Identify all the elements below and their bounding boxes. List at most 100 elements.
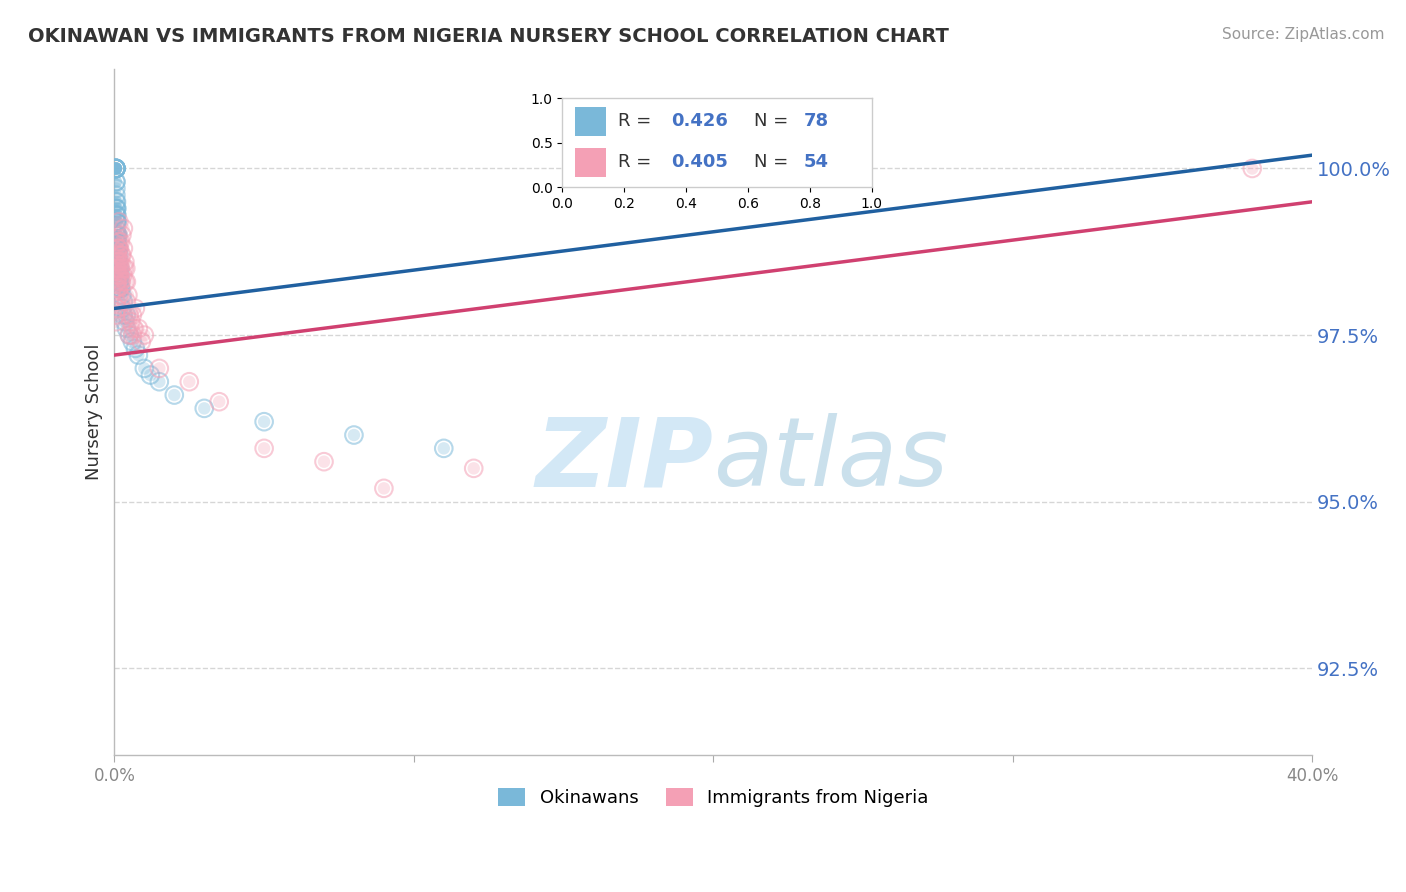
Point [118, 308, 141, 322]
Point [104, 161, 127, 176]
Point [104, 188, 127, 202]
Point [112, 242, 135, 256]
Point [107, 268, 129, 282]
Point [117, 288, 139, 302]
Point [104, 202, 127, 216]
Point [110, 248, 132, 262]
Point [107, 281, 129, 295]
Point [108, 288, 131, 302]
Point [107, 281, 129, 295]
Point [115, 294, 138, 309]
Point [124, 301, 146, 316]
Point [105, 228, 128, 243]
Point [110, 275, 132, 289]
Point [110, 268, 132, 282]
Point [105, 202, 128, 216]
Point [1241, 161, 1264, 176]
Point [107, 268, 129, 282]
Point [1241, 161, 1264, 176]
Point [104, 228, 127, 243]
Point [118, 328, 141, 343]
Point [117, 288, 139, 302]
Point [121, 328, 143, 343]
Point [107, 281, 129, 295]
Text: OKINAWAN VS IMMIGRANTS FROM NIGERIA NURSERY SCHOOL CORRELATION CHART: OKINAWAN VS IMMIGRANTS FROM NIGERIA NURS… [28, 27, 949, 45]
Point [104, 188, 127, 202]
Point [112, 308, 135, 322]
Point [105, 202, 128, 216]
Bar [575, 107, 606, 136]
Point [134, 328, 156, 343]
Point [105, 248, 128, 262]
Point [105, 215, 128, 229]
Point [104, 161, 127, 176]
Point [104, 161, 127, 176]
Point [253, 415, 276, 429]
Point [105, 254, 128, 268]
Point [105, 208, 128, 222]
Point [122, 321, 145, 335]
Point [105, 215, 128, 229]
Point [104, 294, 127, 309]
Point [105, 215, 128, 229]
Point [107, 254, 129, 268]
Point [114, 261, 136, 276]
Point [105, 202, 128, 216]
Point [108, 275, 131, 289]
Point [105, 261, 128, 276]
Point [131, 334, 153, 349]
Point [105, 235, 128, 249]
Point [110, 235, 132, 249]
Point [312, 455, 335, 469]
Point [107, 261, 129, 276]
Point [115, 321, 138, 335]
Point [104, 161, 127, 176]
Point [208, 394, 231, 409]
Point [121, 308, 143, 322]
Point [463, 461, 485, 475]
Point [111, 288, 134, 302]
Text: Source: ZipAtlas.com: Source: ZipAtlas.com [1222, 27, 1385, 42]
Point [105, 235, 128, 249]
Point [118, 328, 141, 343]
Point [105, 254, 128, 268]
Point [112, 221, 135, 235]
Point [127, 348, 149, 362]
Point [115, 308, 138, 322]
Point [107, 254, 129, 268]
Point [110, 281, 132, 295]
Point [107, 248, 129, 262]
Point [108, 268, 131, 282]
Point [179, 375, 201, 389]
Point [104, 221, 127, 235]
Point [112, 261, 135, 276]
Point [115, 275, 138, 289]
Point [107, 242, 129, 256]
Point [104, 161, 127, 176]
Point [193, 401, 215, 416]
Point [122, 321, 145, 335]
Point [107, 261, 129, 276]
Point [111, 228, 134, 243]
Point [111, 268, 134, 282]
Point [148, 375, 170, 389]
Point [105, 248, 128, 262]
Point [107, 242, 129, 256]
Point [104, 161, 127, 176]
Text: 0.405: 0.405 [671, 153, 727, 171]
Point [107, 261, 129, 276]
Point [127, 348, 149, 362]
Point [107, 254, 129, 268]
Point [104, 215, 127, 229]
Point [104, 181, 127, 195]
Point [105, 254, 128, 268]
Point [118, 328, 141, 343]
Point [104, 161, 127, 176]
Point [105, 208, 128, 222]
Point [105, 281, 128, 295]
Point [105, 275, 128, 289]
Point [433, 442, 456, 456]
Point [373, 481, 395, 495]
Point [111, 248, 134, 262]
Point [108, 254, 131, 268]
